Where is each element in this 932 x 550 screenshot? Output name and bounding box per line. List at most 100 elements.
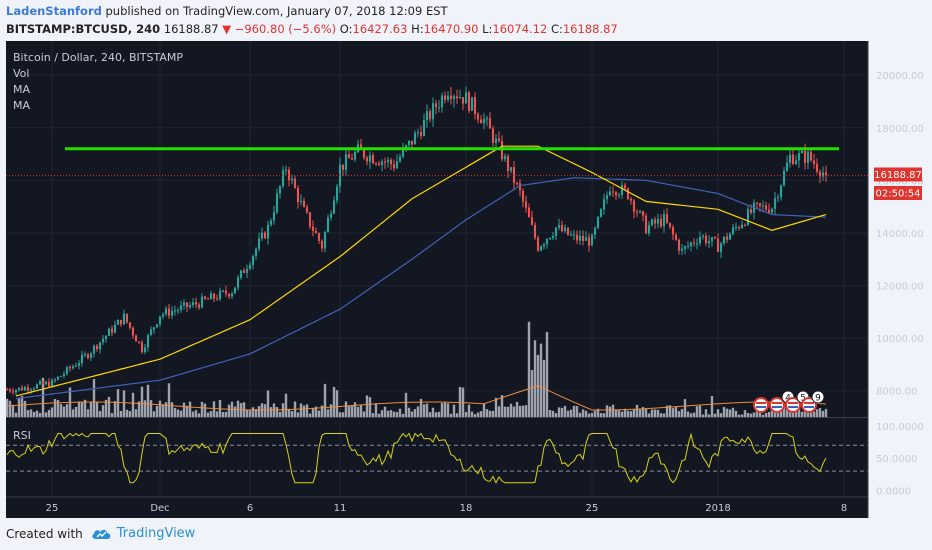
- candle-25: [80, 350, 84, 367]
- candle-57: [176, 307, 180, 315]
- candle-30: [95, 344, 99, 352]
- price-tick-label-6: 20000.00: [876, 71, 924, 82]
- volume-bar-143: [434, 412, 438, 417]
- candle-256: [773, 191, 777, 216]
- volume-bar-28: [89, 401, 93, 417]
- tradingview-logo[interactable]: TradingView: [91, 526, 195, 541]
- volume-bar-245: [740, 414, 744, 417]
- volume-bar-46: [143, 400, 147, 417]
- volume-bar-265: [800, 411, 804, 417]
- candle-150: [455, 89, 459, 104]
- candle-155: [470, 97, 474, 111]
- author-link[interactable]: LadenStanford: [6, 4, 102, 18]
- legend-rsi[interactable]: RSI: [13, 429, 31, 442]
- volume-bar-261: [788, 410, 792, 417]
- candle-247: [746, 206, 750, 227]
- price-tick-label-2: 12000.00: [876, 282, 924, 293]
- volume-bar-199: [602, 413, 606, 417]
- candle-53: [164, 305, 168, 317]
- volume-bar-50: [155, 405, 159, 417]
- candle-36: [113, 320, 117, 334]
- volume-bar-65: [200, 401, 204, 417]
- candle-251: [758, 202, 762, 213]
- flag-icon-event-2[interactable]: 4: [769, 390, 795, 413]
- volume-bar-37: [116, 389, 120, 417]
- candle-44: [137, 341, 141, 345]
- volume-bar-35: [110, 413, 114, 417]
- candle-143: [434, 99, 438, 115]
- volume-bar-202: [611, 404, 615, 417]
- legend-ma-slow[interactable]: MA: [13, 99, 30, 112]
- candle-153: [464, 86, 468, 104]
- candle-208: [629, 196, 633, 205]
- volume-bar-70: [215, 411, 219, 417]
- candle-121: [368, 151, 372, 169]
- volume-bar-36: [113, 401, 117, 417]
- candle-268: [809, 149, 813, 163]
- volume-bar-34: [107, 396, 111, 417]
- volume-bar-129: [392, 411, 396, 417]
- volume-bar-77: [236, 400, 240, 417]
- volume-bar-106: [323, 383, 327, 417]
- candle-179: [542, 242, 546, 250]
- volume-bar-136: [413, 408, 417, 417]
- event-count-1: 4: [785, 394, 791, 404]
- time-tick-label-5: 25: [586, 503, 599, 514]
- candle-171: [518, 179, 522, 197]
- moving-averages: [15, 145, 827, 400]
- volume-bar-84: [257, 406, 261, 417]
- legend-ma-fast[interactable]: MA: [13, 83, 30, 96]
- volume-bar-188: [569, 409, 573, 417]
- volume-bar-60: [185, 405, 189, 417]
- time-tick-label-2: 6: [247, 503, 253, 514]
- candle-146: [443, 91, 447, 104]
- candle-130: [395, 154, 399, 170]
- legend-vol[interactable]: Vol: [13, 67, 29, 80]
- candle-110: [335, 184, 339, 204]
- volume-bar-204: [617, 410, 621, 417]
- volume-bar-134: [407, 407, 411, 417]
- event-count-2: 5: [800, 394, 806, 404]
- volume-bar-97: [296, 412, 300, 417]
- volume-bar-132: [401, 413, 405, 417]
- volume-bar-80: [245, 410, 249, 417]
- volume-bar-156: [473, 414, 477, 417]
- candle-70: [215, 294, 219, 301]
- volume-bar-69: [212, 401, 216, 417]
- candle-258: [779, 184, 783, 201]
- volume-bar-23: [74, 406, 78, 417]
- volume-bar-146: [443, 402, 447, 417]
- volume-bar-182: [551, 410, 555, 417]
- economic-events[interactable]: 4 5 9: [753, 390, 825, 413]
- flag-icon-event-1[interactable]: [753, 397, 769, 413]
- overlays: [6, 147, 868, 176]
- price-tick-label-4: 16000.00: [876, 176, 924, 187]
- volume-bar-185: [560, 407, 564, 417]
- candle-111: [338, 157, 342, 194]
- close-label: C:: [550, 22, 563, 36]
- candle-63: [194, 297, 198, 309]
- candle-183: [554, 227, 558, 240]
- volume-bar-203: [614, 409, 618, 417]
- candle-59: [182, 299, 186, 310]
- volume-bar-170: [515, 401, 519, 417]
- price-chart[interactable]: 8000.0010000.0012000.0014000.0016000.001…: [0, 40, 932, 524]
- candle-254: [767, 203, 771, 215]
- candle-162: [491, 125, 495, 148]
- volume-bar-102: [311, 408, 315, 417]
- candle-142: [431, 97, 435, 127]
- flag-icon-event-4[interactable]: 9: [801, 390, 825, 413]
- candle-259: [782, 167, 786, 187]
- price-tick-label-5: 18000.00: [876, 124, 924, 135]
- flag-icon-event-3[interactable]: 5: [785, 390, 810, 413]
- volume-bar-22: [71, 409, 75, 417]
- candle-33: [104, 335, 108, 343]
- volume-bar-4: [17, 398, 21, 417]
- candle-72: [221, 289, 225, 293]
- volume-bar-39: [122, 390, 126, 417]
- candle-98: [299, 194, 303, 206]
- candle-144: [437, 100, 441, 113]
- candle-138: [419, 125, 423, 140]
- volume-bar-165: [500, 395, 504, 417]
- volume-bar-45: [140, 386, 144, 417]
